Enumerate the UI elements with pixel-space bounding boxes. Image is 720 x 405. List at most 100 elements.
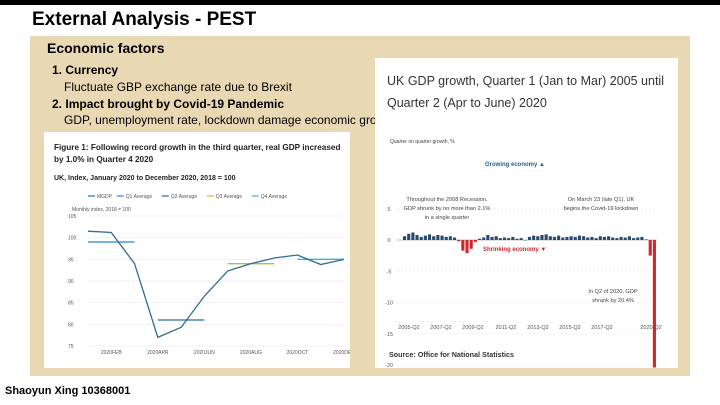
bar — [436, 235, 440, 240]
bar — [569, 236, 573, 240]
y-tick-label: 5 — [387, 207, 390, 213]
y-tick-label: 80 — [68, 322, 74, 328]
annotation-lockdown-2: begins the Covid-19 lockdown — [564, 206, 639, 212]
point-2-detail: GDP, unemployment rate, lockdown damage … — [64, 113, 396, 127]
point-1-detail: Fluctuate GBP exchange rate due to Brexi… — [64, 80, 292, 94]
bar — [403, 236, 407, 240]
bar — [586, 237, 590, 240]
y-tick-label: -15 — [385, 332, 393, 338]
annotation-q2-2020-1: In Q2 of 2020, GDP — [588, 289, 637, 295]
point-2-heading: 2. Impact brought by Covid-19 Pandemic — [52, 97, 285, 111]
bar — [552, 236, 557, 240]
bar — [557, 235, 561, 240]
bar — [498, 238, 502, 240]
bar — [440, 235, 444, 240]
bar — [544, 234, 548, 240]
x-tick-label: 2020FEB — [101, 350, 123, 356]
bar — [519, 238, 523, 240]
bar — [536, 236, 540, 240]
bar — [623, 237, 627, 240]
bar — [482, 237, 486, 240]
bar — [561, 237, 565, 240]
quarterly-gdp-chart-panel: UK GDP growth, Quarter 1 (Jan to Mar) 20… — [375, 58, 678, 368]
y-tick-label: 0 — [387, 238, 390, 244]
top-bar — [0, 0, 720, 5]
annotation-lockdown-1: On March 23 (late Q1), UK — [568, 197, 635, 203]
bar — [461, 240, 465, 251]
bar — [448, 236, 452, 240]
y-tick-label: 95 — [68, 257, 74, 263]
slide-title: External Analysis - PEST — [32, 9, 257, 30]
legend-entry: Q4 Average — [261, 194, 288, 200]
y-tick-label: 85 — [68, 301, 74, 307]
bar — [407, 233, 411, 240]
annotation-q2-2020-2: shrank by 20.4% — [592, 298, 634, 304]
annotation-recession-1: Throughout the 2008 Recession, — [406, 197, 488, 203]
bar — [469, 240, 473, 249]
point-1-heading: 1. Currency — [52, 63, 119, 77]
bar — [627, 236, 631, 240]
bar — [427, 234, 432, 240]
bar — [432, 236, 436, 240]
bar — [602, 236, 606, 240]
bar — [590, 236, 594, 240]
bar — [452, 237, 457, 240]
bar — [577, 235, 582, 240]
monthly-gdp-chart-panel: Figure 1: Following record growth in the… — [44, 132, 350, 368]
bar — [415, 235, 419, 240]
bar — [457, 240, 461, 242]
source-note: Source: Office for National Statistics — [389, 350, 515, 359]
growing-economy-label: Growing economy ▲ — [485, 162, 545, 168]
section-heading: Economic factors — [47, 40, 165, 56]
bar — [444, 236, 448, 240]
bar — [465, 240, 469, 254]
bar — [507, 238, 511, 240]
bar — [611, 237, 615, 240]
bar — [607, 236, 611, 240]
y-tick-label: 90 — [68, 279, 74, 285]
bar — [615, 238, 619, 240]
bar — [548, 236, 552, 240]
bar — [515, 238, 519, 240]
series-line-mgdp — [87, 230, 345, 339]
bar — [648, 240, 652, 256]
bar — [594, 238, 598, 240]
y-tick-label: 100 — [68, 236, 77, 242]
y-tick-label: -20 — [385, 363, 393, 368]
x-tick-label: 2017-Q2 — [591, 325, 612, 331]
x-tick-label: 2015-Q2 — [559, 325, 580, 331]
author-footer: Shaoyun Xing 10368001 — [5, 385, 131, 397]
monthly-gdp-chart: MGDP Q1 Average Q2 Average Q3 Average Q4 Ave… — [68, 194, 350, 356]
shrinking-economy-label: Shrinking economy ▼ — [483, 247, 546, 253]
bar — [494, 236, 498, 240]
left-chart-ylabel: Monthly index, 2018 = 100 — [72, 207, 131, 213]
x-tick-label: 2020AUG — [240, 350, 262, 356]
bar — [640, 236, 644, 240]
bar — [652, 240, 656, 368]
legend-entry: Q2 Average — [171, 194, 198, 200]
bar — [411, 232, 415, 240]
x-tick-label: 2009-Q2 — [462, 325, 483, 331]
bar — [502, 237, 507, 240]
bar — [419, 236, 423, 240]
bar — [644, 239, 648, 240]
bar — [636, 237, 640, 240]
quarterly-gdp-chart: Quarter on quarter growth, % 5 0 -5 -10 -15 -… — [385, 139, 662, 368]
x-tick-label: 2020-Q2 — [640, 325, 661, 331]
bar — [527, 236, 532, 240]
legend-entry: Q1 Average — [126, 194, 153, 200]
x-tick-label: 2020APR — [147, 350, 169, 356]
annotation-recession-3: in a single quarter — [425, 215, 470, 221]
annotation-recession-2: GDP shrunk by no more than 2.1% — [404, 206, 491, 212]
bar — [632, 238, 636, 240]
x-tick-label: 2005-Q2 — [398, 325, 419, 331]
bar — [532, 235, 536, 240]
bar — [490, 236, 494, 240]
bar — [511, 236, 515, 240]
bar — [598, 236, 602, 240]
x-tick-label: 2011-Q2 — [496, 325, 517, 331]
x-tick-label: 2020DEC — [333, 350, 350, 356]
y-tick-label: -10 — [385, 301, 393, 307]
bar — [423, 235, 427, 240]
left-chart-subtitle: UK, Index, January 2020 to December 2020… — [54, 175, 236, 182]
